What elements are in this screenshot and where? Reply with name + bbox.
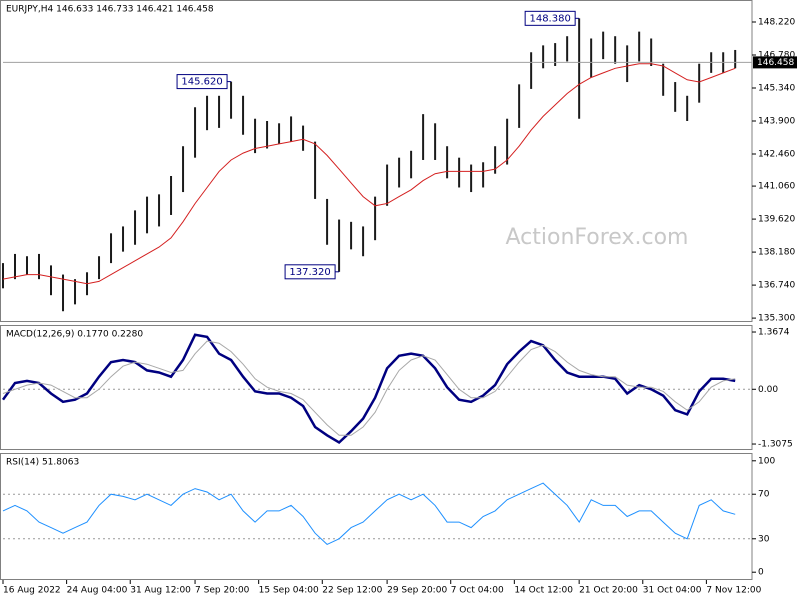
- x-tick-label: 14 Oct 12:00: [514, 586, 573, 596]
- y-tick-label: 142.460: [758, 150, 795, 160]
- annotation-label: 145.620: [181, 77, 222, 88]
- x-tick-label: 16 Aug 2022: [3, 586, 61, 596]
- panel-title: RSI(14) 51.8063: [6, 458, 79, 468]
- y-tick-label: 145.340: [758, 84, 795, 94]
- watermark: ActionForex.com: [506, 225, 689, 250]
- x-tick-label: 7 Sep 20:00: [195, 586, 250, 596]
- x-tick-label: 31 Oct 04:00: [643, 586, 702, 596]
- x-tick-label: 29 Sep 20:00: [387, 586, 447, 596]
- x-tick-label: 7 Nov 12:00: [706, 586, 761, 596]
- annotation-label: 137.320: [289, 267, 330, 278]
- x-tick-label: 15 Sep 04:00: [259, 586, 319, 596]
- x-tick-label: 24 Aug 04:00: [67, 586, 128, 596]
- y-tick-label: 146.780: [758, 51, 795, 61]
- indicator-line: [1, 333, 736, 445]
- panel-frame: [0, 453, 753, 580]
- annotation-label: 148.380: [529, 13, 570, 24]
- y-tick-label: 1.3674: [758, 328, 790, 338]
- panel-title: EURJPY,H4 146.633 146.733 146.421 146.45…: [6, 5, 214, 15]
- x-tick-label: 7 Oct 04:00: [451, 586, 504, 596]
- x-tick-label: 22 Sep 12:00: [322, 586, 382, 596]
- last-price-box: [753, 56, 797, 69]
- y-tick-label: 138.180: [758, 248, 795, 258]
- last-price-label: 146.458: [757, 58, 794, 68]
- indicator-line: [2, 340, 736, 436]
- y-tick-label: 139.620: [758, 215, 795, 225]
- moving-average: [2, 63, 736, 285]
- panel-frame: [0, 0, 753, 322]
- y-tick-label: 136.740: [758, 281, 795, 291]
- y-tick-label: 0: [758, 568, 764, 578]
- indicator-line: [2, 482, 736, 545]
- y-tick-label: 30: [758, 534, 770, 544]
- x-tick-label: 21 Oct 20:00: [579, 586, 638, 596]
- y-tick-label: 0.00: [758, 385, 778, 395]
- y-tick-label: 141.060: [758, 182, 795, 192]
- y-tick-label: 148.220: [758, 18, 795, 28]
- y-tick-label: 135.300: [758, 314, 795, 324]
- panel-frame: [0, 325, 753, 450]
- y-tick-label: 70: [758, 490, 770, 500]
- y-tick-label: -1.3075: [758, 440, 793, 450]
- panel-title: MACD(12,26,9) 0.1770 0.2280: [6, 330, 143, 340]
- y-tick-label: 143.900: [758, 117, 795, 127]
- x-tick-label: 31 Aug 12:00: [130, 586, 191, 596]
- y-tick-label: 100: [758, 456, 775, 466]
